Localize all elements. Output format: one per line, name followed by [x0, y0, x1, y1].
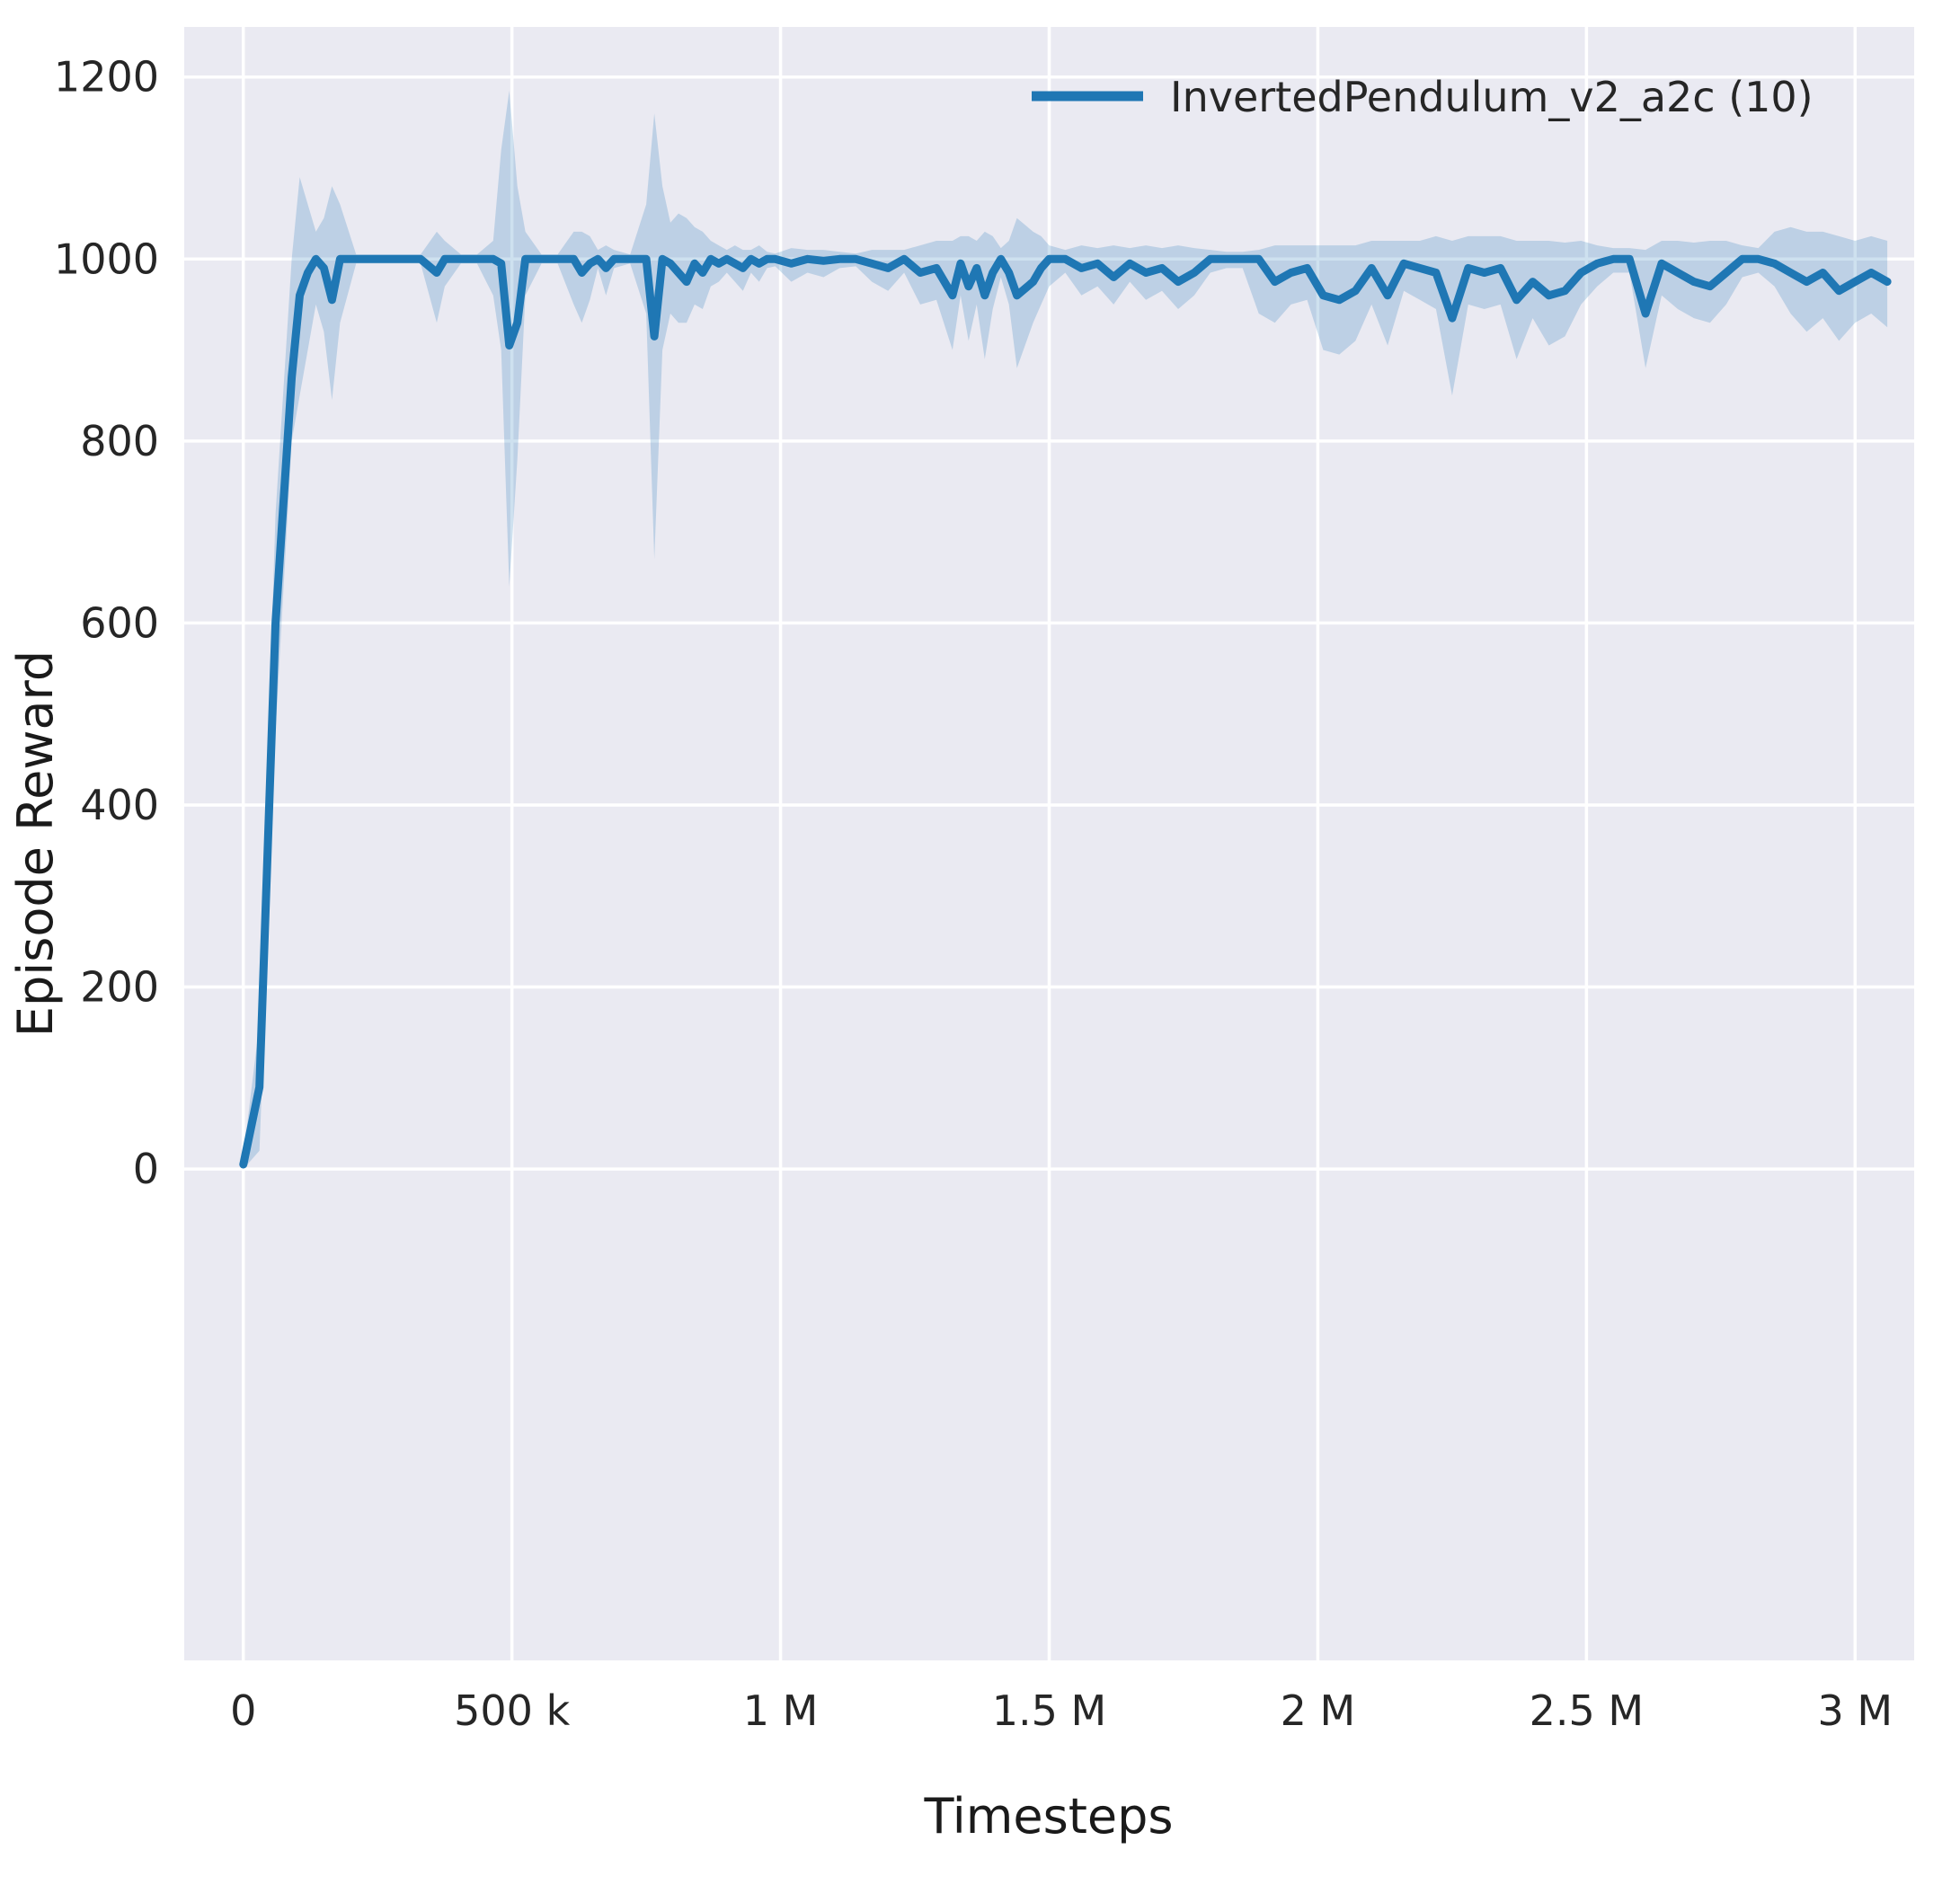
legend: InvertedPendulum_v2_a2c (10): [1032, 73, 1814, 121]
y-tick-label: 600: [80, 598, 159, 647]
x-tick-label: 1 M: [743, 1686, 819, 1735]
x-tick-labels: 0 500 k 1 M 1.5 M 2 M 2.5 M 3 M: [230, 1686, 1893, 1735]
y-tick-label: 800: [80, 417, 159, 465]
y-tick-label: 0: [133, 1145, 159, 1193]
y-tick-label: 1200: [54, 53, 159, 102]
y-tick-label: 1000: [54, 235, 159, 283]
y-tick-labels: 0 200 400 600 800 1000 1200: [54, 53, 159, 1193]
x-tick-label: 500 k: [454, 1686, 570, 1735]
x-tick-label: 2.5 M: [1530, 1686, 1644, 1735]
y-axis-label: Episode Reward: [7, 650, 64, 1037]
x-tick-label: 1.5 M: [992, 1686, 1106, 1735]
x-tick-label: 3 M: [1817, 1686, 1893, 1735]
x-tick-label: 0: [230, 1686, 256, 1735]
x-axis-label: Timesteps: [923, 1788, 1173, 1845]
mean-reward-line: [239, 254, 1892, 1169]
y-tick-label: 200: [80, 963, 159, 1012]
y-tick-label: 400: [80, 781, 159, 829]
gridlines: [184, 27, 1914, 1660]
x-tick-label: 2 M: [1281, 1686, 1356, 1735]
legend-label: InvertedPendulum_v2_a2c (10): [1170, 73, 1814, 121]
confidence-band: [243, 90, 1888, 1170]
